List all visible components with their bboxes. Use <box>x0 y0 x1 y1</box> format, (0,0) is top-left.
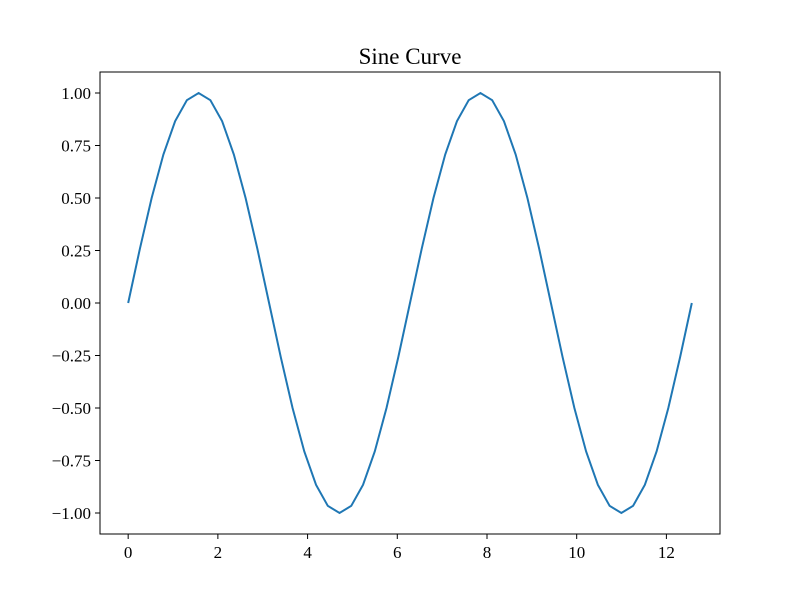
y-tick-label: −0.75 <box>52 452 91 471</box>
x-tick-label: 12 <box>658 543 675 562</box>
x-tick-label: 0 <box>124 543 133 562</box>
x-tick-label: 6 <box>393 543 402 562</box>
x-tick-label: 4 <box>303 543 312 562</box>
y-tick-label: −0.50 <box>52 399 91 418</box>
x-tick-label: 10 <box>568 543 585 562</box>
axes-frame <box>99 71 721 535</box>
series-line <box>127 91 693 515</box>
y-tick-label: 0.50 <box>61 189 91 208</box>
y-tick-label: 0.00 <box>61 294 91 313</box>
x-tick-label: 2 <box>214 543 223 562</box>
x-tick-label: 8 <box>483 543 492 562</box>
y-tick-label: 1.00 <box>61 84 91 103</box>
y-tick-label: 0.25 <box>61 242 91 261</box>
y-tick-label: −1.00 <box>52 504 91 523</box>
y-tick-label: 0.75 <box>61 137 91 156</box>
y-tick-label: −0.25 <box>52 347 91 366</box>
chart-title: Sine Curve <box>359 44 462 69</box>
